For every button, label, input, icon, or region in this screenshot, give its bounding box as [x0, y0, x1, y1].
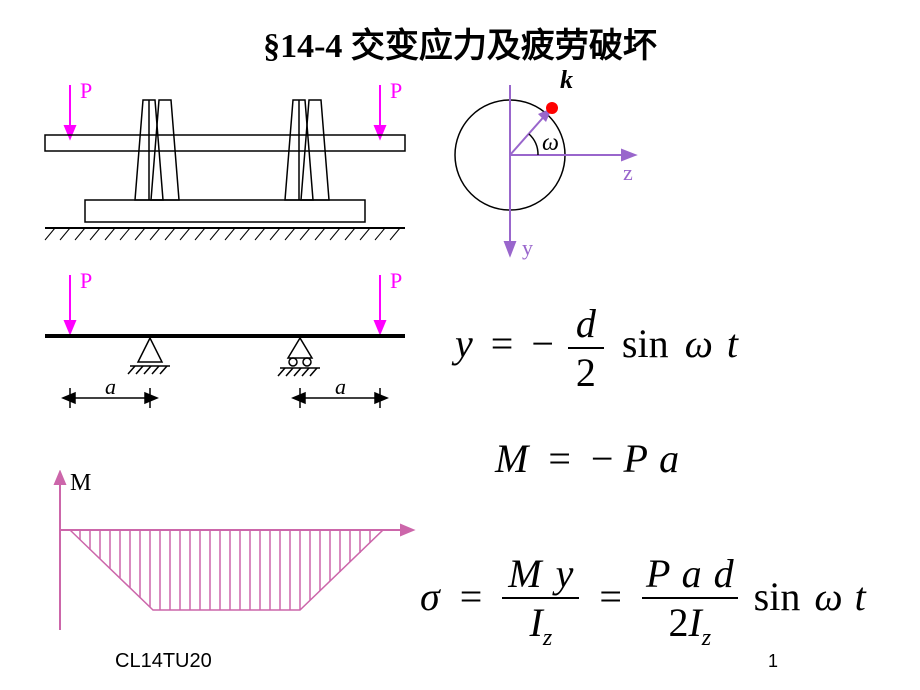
dim-a2: a — [335, 374, 346, 399]
eq3-2: 2 — [668, 600, 688, 645]
k-label: k — [560, 70, 573, 94]
eq1-minus: − — [531, 321, 554, 366]
eq3-P: P — [646, 551, 670, 596]
machine-diagram: P P — [25, 80, 425, 245]
eq1-sin: sin — [622, 321, 669, 366]
eq3-Ibot: I — [530, 600, 543, 645]
equation-y: y = − d 2 sin ω t — [455, 300, 738, 396]
eq3-ytop: y — [556, 551, 574, 596]
eq1-d: d — [568, 300, 604, 349]
eq3-omega: ω — [814, 574, 842, 619]
eq3-t: t — [855, 574, 866, 619]
eq2-a: a — [659, 436, 679, 481]
eq3-sigma: σ — [420, 574, 440, 619]
eq2-minus: − — [591, 436, 614, 481]
equation-M: M = − P a — [495, 435, 679, 482]
eq3-a: a — [682, 551, 702, 596]
moment-diagram: M — [25, 470, 425, 650]
phi-label: ω — [542, 130, 559, 156]
page-title: §14-4 交变应力及疲劳破坏 — [0, 18, 920, 67]
load-label-p4: P — [390, 270, 402, 293]
load-label-p3: P — [80, 270, 92, 293]
eq1-2: 2 — [568, 349, 604, 396]
load-label-p2: P — [390, 80, 402, 103]
eq3-d: d — [714, 551, 734, 596]
eq3-Mtop: M — [508, 551, 541, 596]
beam-diagram: P P a a — [25, 270, 425, 440]
figure-caption: CL14TU20 — [115, 650, 212, 673]
load-label-p1: P — [80, 80, 92, 103]
eq1-t: t — [727, 321, 738, 366]
y-axis-label: y — [522, 235, 533, 260]
eq3-eq1: = — [460, 574, 483, 619]
eq3-I2: I — [688, 600, 701, 645]
eq3-z2: z — [702, 625, 711, 651]
eq1-eq: = — [491, 321, 514, 366]
eq1-omega: ω — [685, 321, 713, 366]
eq2-eq: = — [548, 436, 571, 481]
eq3-zbot: z — [543, 625, 552, 651]
moment-label: M — [70, 470, 91, 496]
eq2-P: P — [623, 436, 647, 481]
page-number: 1 — [768, 651, 778, 672]
equation-sigma: σ = M y Iz = P a d 2Iz sin ω t — [420, 550, 866, 652]
eq3-eq2: = — [599, 574, 622, 619]
cross-section-diagram: k ω z y — [430, 70, 650, 270]
eq1-y: y — [455, 321, 473, 366]
dim-a1: a — [105, 374, 116, 399]
eq2-M: M — [495, 436, 528, 481]
z-axis-label: z — [623, 160, 633, 185]
eq3-sin: sin — [754, 574, 801, 619]
